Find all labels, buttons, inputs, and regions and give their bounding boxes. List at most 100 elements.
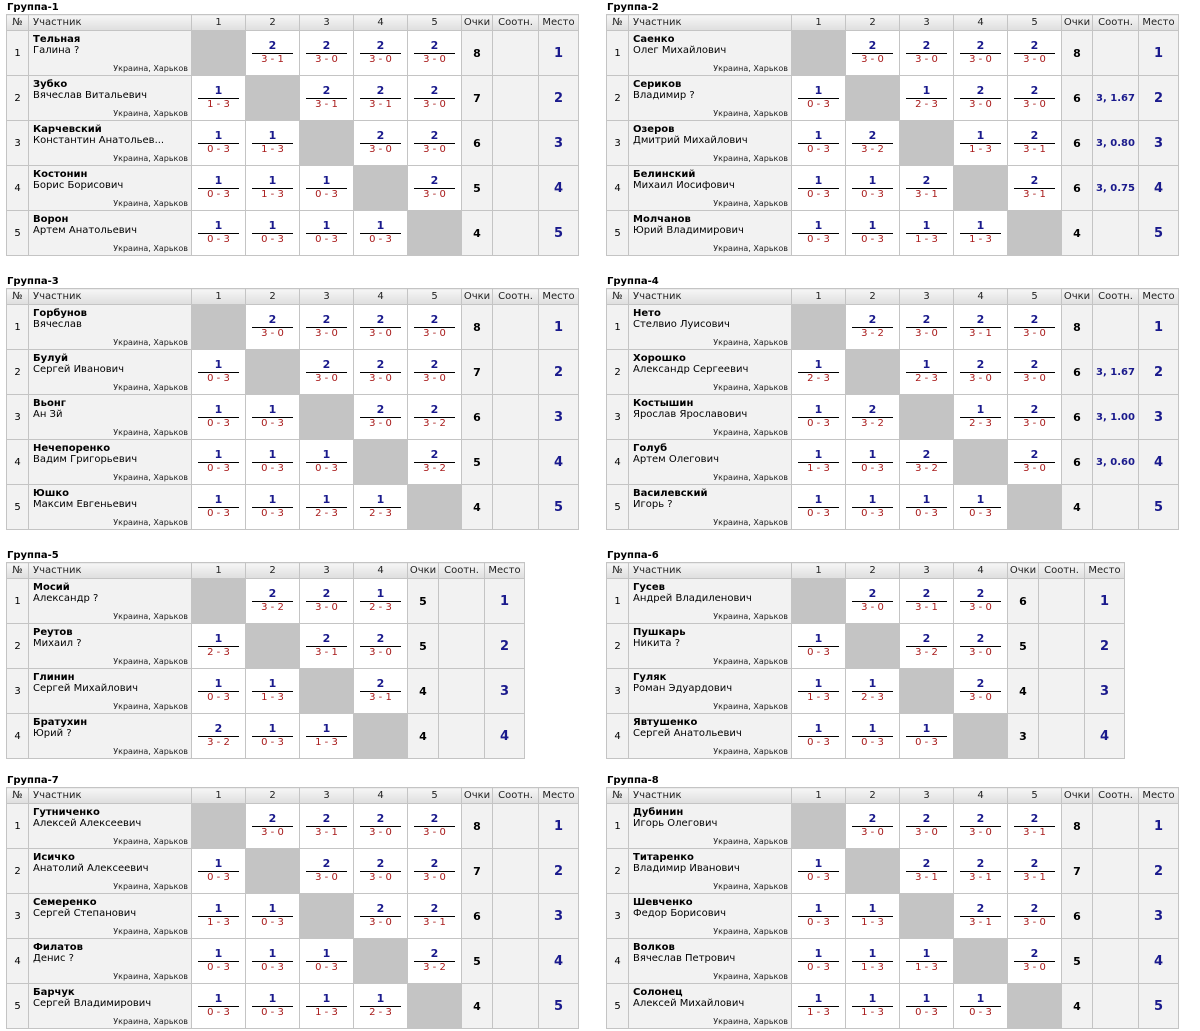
player-last-name[interactable]: Хорошко: [633, 353, 686, 364]
player-cell[interactable]: Реутов Михаил ? Украина, Харьков: [28, 623, 192, 669]
player-cell[interactable]: Тельная Галина ? Украина, Харьков: [28, 30, 192, 76]
player-last-name[interactable]: Горбунов: [33, 308, 88, 319]
player-last-name[interactable]: Ворон: [33, 214, 69, 225]
player-last-name[interactable]: Глинин: [33, 672, 75, 683]
player-last-name[interactable]: Шевченко: [633, 897, 693, 908]
player-last-name[interactable]: Нечепоренко: [33, 443, 111, 454]
player-cell[interactable]: Булуй Сергей Иванович Украина, Харьков: [28, 349, 192, 395]
player-last-name[interactable]: Зубко: [33, 79, 68, 90]
player-last-name[interactable]: Семеренко: [33, 897, 97, 908]
player-cell[interactable]: Зубко Вячеслав Витальевич Украина, Харьков: [28, 75, 192, 121]
player-cell[interactable]: Нето Стелвио Луисович Украина, Харьков: [628, 304, 792, 350]
player-cell[interactable]: Юшко Максим Евгеньевич Украина, Харьков: [28, 484, 192, 530]
player-last-name[interactable]: Братухин: [33, 717, 88, 728]
player-cell[interactable]: Исичко Анатолий Алексеевич Украина, Харько…: [28, 848, 192, 894]
player-cell[interactable]: Шевченко Федор Борисович Украина, Харьков: [628, 893, 792, 939]
player-last-name[interactable]: Дубинин: [633, 807, 684, 818]
player-cell[interactable]: Ворон Артем Анатольевич Украина, Харьков: [28, 210, 192, 256]
player-last-name[interactable]: Юшко: [33, 488, 70, 499]
player-cell[interactable]: Гусев Андрей Владиленович Украина, Харьков: [628, 578, 792, 624]
player-cell[interactable]: Голуб Артем Олегович Украина, Харьков: [628, 439, 792, 485]
player-last-name[interactable]: Гусев: [633, 582, 665, 593]
player-cell[interactable]: Хорошко Александр Сергеевич Украина, Харьк…: [628, 349, 792, 395]
player-cell[interactable]: Волков Вячеслав Петрович Украина, Харьков: [628, 938, 792, 984]
player-last-name[interactable]: Барчук: [33, 987, 75, 998]
player-last-name[interactable]: Булуй: [33, 353, 68, 364]
player-last-name[interactable]: Сериков: [633, 79, 682, 90]
player-last-name[interactable]: Солонец: [633, 987, 683, 998]
player-last-name[interactable]: Костонин: [33, 169, 88, 180]
player-last-name[interactable]: Явтушенко: [633, 717, 698, 728]
player-cell[interactable]: Гутниченко Алексей Алексеевич Украина, Хар…: [28, 803, 192, 849]
player-last-name[interactable]: Тельная: [33, 34, 81, 45]
player-last-name[interactable]: Пушкарь: [633, 627, 686, 638]
player-cell[interactable]: Семеренко Сергей Степанович Украина, Харьк…: [28, 893, 192, 939]
player-cell[interactable]: Глинин Сергей Михайлович Украина, Харьков: [28, 668, 192, 714]
player-cell[interactable]: Карчевский Константин Анатольев... Украина…: [28, 120, 192, 166]
player-cell[interactable]: Гуляк Роман Эдуардович Украина, Харьков: [628, 668, 792, 714]
